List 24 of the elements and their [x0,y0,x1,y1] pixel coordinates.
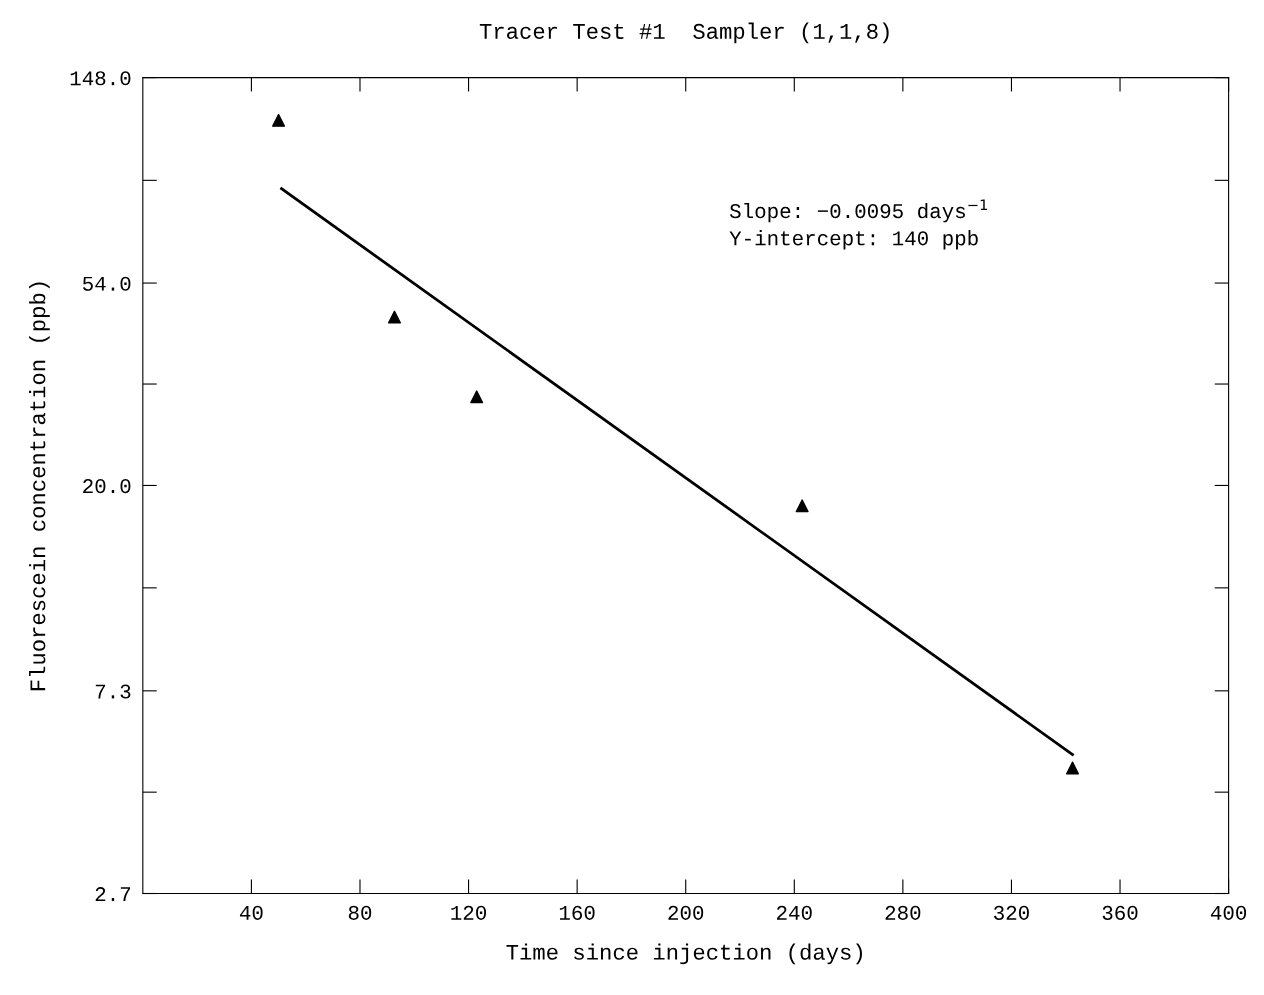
y-axis-title: Fluorescein concentration (ppb) [29,282,50,691]
x-tick-label: 40 [239,905,263,920]
x-tick-label: 240 [777,905,812,920]
text: Slope: −0.0095 days$^{−1}$ Y-intercept: 140 ppb [729,199,988,250]
y-tick-label: 7.3 [95,684,131,699]
y-tick-label: 54.0 [83,276,131,291]
point [795,499,809,513]
x-tick-label: 160 [559,905,595,920]
x-tick-label: 360 [1102,905,1138,920]
point [470,390,484,404]
x-tick-label: 80 [348,905,372,920]
x-tick-label: 120 [451,905,487,920]
y-tick-label: 2.7 [95,887,131,902]
x-axis-title: Time since injection (days) [506,943,862,965]
x-tick-label: 200 [668,905,704,920]
x-tick-label: 320 [994,905,1029,920]
y-tick-label: 148.0 [70,71,131,86]
chart-title: Tracer Test #1 Sampler (1,1,8) [479,22,889,44]
x-tick-label: 400 [1210,905,1247,920]
point [1066,761,1080,775]
y-tick-label: 20.0 [83,479,131,494]
point [272,113,286,127]
x-tick-label: 280 [885,905,921,920]
point [387,310,401,324]
